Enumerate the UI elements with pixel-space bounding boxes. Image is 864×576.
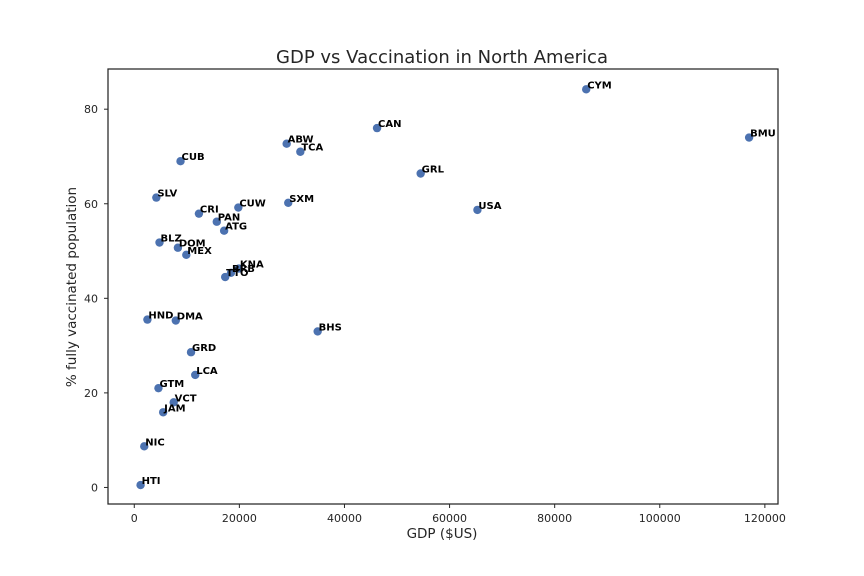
- data-point: [155, 238, 164, 247]
- point-label: CAN: [378, 119, 401, 130]
- data-point: [169, 398, 178, 407]
- point-label: SLV: [157, 189, 177, 200]
- data-point: [171, 316, 180, 325]
- x-tick-label: 120000: [744, 512, 786, 525]
- data-point: [296, 147, 305, 156]
- data-point: [152, 193, 161, 202]
- point-label: CRI: [200, 205, 219, 216]
- data-point: [173, 243, 183, 252]
- data-point: [140, 442, 149, 451]
- data-point: [158, 408, 168, 417]
- data-point: [234, 264, 244, 273]
- point-label: BRB: [232, 264, 255, 275]
- point-label: BLZ: [160, 234, 181, 245]
- point-label: JAM: [163, 403, 185, 414]
- point-label: BHS: [319, 322, 342, 333]
- point-label: VCT: [175, 393, 197, 404]
- point-label: LCA: [196, 366, 218, 377]
- data-point: [176, 157, 185, 166]
- x-tick-label: 20000: [222, 512, 257, 525]
- x-tick-label: 100000: [639, 512, 681, 525]
- data-point: [234, 203, 243, 212]
- point-label: CYM: [587, 80, 612, 91]
- point-label: SXM: [289, 194, 314, 205]
- data-point: [186, 348, 196, 357]
- data-point: [220, 272, 230, 282]
- data-point: [191, 370, 200, 380]
- y-tick-label: 40: [84, 292, 98, 305]
- point-label: GRL: [422, 164, 445, 175]
- point-label: ATG: [225, 222, 247, 233]
- point-label: TCA: [301, 143, 323, 154]
- data-point: [581, 85, 591, 94]
- y-tick-label: 20: [84, 387, 98, 400]
- point-label: ABW: [288, 135, 314, 146]
- point-label: HND: [148, 311, 173, 322]
- axes-frame: [107, 68, 779, 505]
- y-tick-label: 80: [84, 103, 98, 116]
- data-point: [219, 226, 229, 235]
- point-label: MEX: [187, 246, 212, 257]
- point-label: KNA: [240, 260, 264, 271]
- plot-area: 0 20000 40000 60000 80000 100000 120000 0 20 40 60…: [84, 68, 786, 525]
- point-label: CUW: [239, 199, 266, 210]
- x-tick-label: 80000: [537, 512, 572, 525]
- data-point: [154, 383, 163, 393]
- x-axis-label: GDP ($US): [407, 526, 478, 542]
- point-label: DOM: [179, 239, 206, 250]
- data-point: [313, 327, 322, 336]
- data-point: [473, 205, 482, 215]
- x-tick-label: 60000: [432, 512, 467, 525]
- data-point: [136, 480, 145, 490]
- data-point: [282, 139, 291, 148]
- x-tick-label: 40000: [327, 512, 362, 525]
- point-label: GTM: [159, 379, 184, 390]
- data-point: [416, 169, 425, 178]
- y-axis-label: % fully vaccinated population: [64, 187, 80, 387]
- x-tick-label: 0: [131, 512, 138, 525]
- data-point: [226, 268, 236, 277]
- data-point: [194, 209, 204, 218]
- point-label: PAN: [218, 213, 241, 224]
- data-point: [744, 133, 754, 142]
- point-label: HTI: [142, 476, 161, 487]
- point-label: NIC: [145, 437, 164, 448]
- point-label: CUB: [182, 152, 205, 163]
- y-tick-label: 60: [84, 198, 98, 211]
- data-point: [212, 217, 221, 226]
- data-point: [372, 123, 382, 133]
- data-point: [284, 198, 293, 208]
- data-point: [182, 250, 191, 260]
- chart-title: GDP vs Vaccination in North America: [276, 47, 608, 68]
- point-label: GRD: [192, 343, 216, 354]
- y-tick-label: 0: [91, 481, 98, 494]
- point-label: USA: [478, 201, 501, 212]
- point-label: BMU: [750, 129, 776, 140]
- point-label: DMA: [177, 312, 203, 323]
- data-point: [143, 315, 152, 324]
- point-label: TTO: [226, 268, 248, 279]
